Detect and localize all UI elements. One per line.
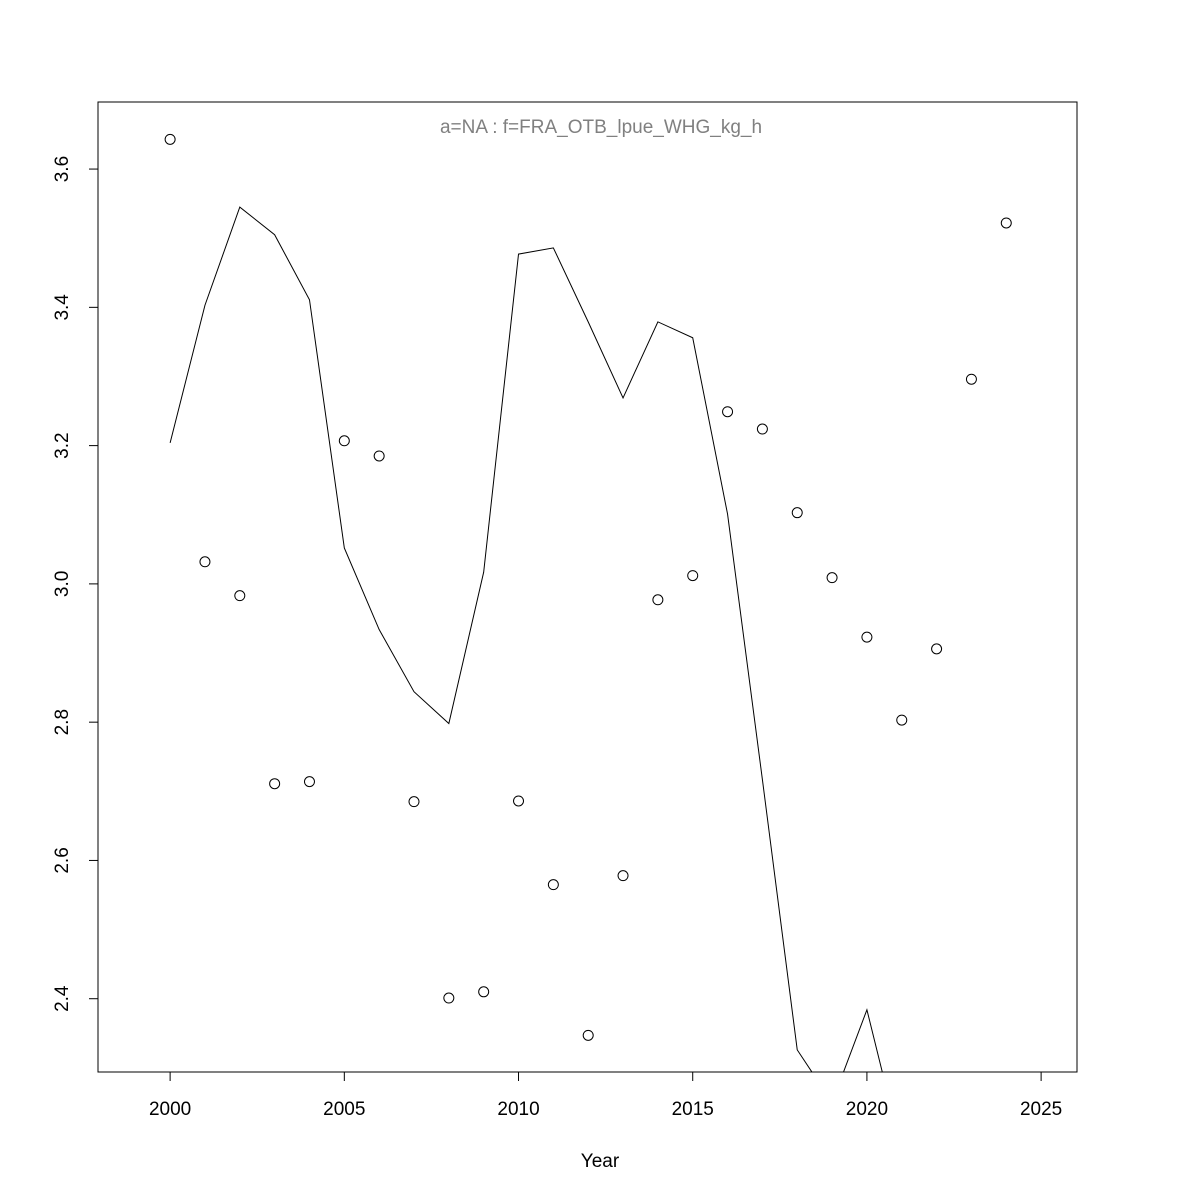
data-point	[478, 986, 490, 998]
y-tick-label: 2.4	[52, 985, 73, 1012]
data-point	[756, 423, 768, 435]
data-point	[652, 594, 664, 606]
data-point	[791, 507, 803, 519]
data-point	[687, 570, 699, 582]
data-point	[199, 556, 211, 568]
y-tick-label: 2.8	[52, 709, 73, 735]
data-point	[373, 450, 385, 462]
plot-area	[164, 133, 1012, 1072]
data-point	[861, 631, 873, 643]
data-point	[164, 133, 176, 145]
data-point	[1000, 217, 1012, 229]
data-point	[338, 435, 350, 447]
data-point	[303, 776, 315, 788]
data-point	[408, 796, 420, 808]
data-point	[443, 992, 455, 1004]
y-tick-label: 3.0	[52, 571, 73, 597]
y-tick-label: 3.6	[52, 156, 73, 182]
data-point	[234, 590, 246, 602]
x-tick-label: 2010	[497, 1099, 539, 1120]
data-point	[617, 870, 629, 882]
x-tick-label: 2020	[846, 1099, 888, 1120]
x-tick-label: 2025	[1020, 1099, 1062, 1120]
data-point	[965, 373, 977, 385]
y-tick-label: 3.4	[52, 294, 73, 321]
chart-title: a=NA : f=FRA_OTB_lpue_WHG_kg_h	[440, 117, 762, 138]
x-axis-label: Year	[581, 1151, 620, 1172]
data-line	[169, 206, 883, 1072]
y-tick-label: 3.2	[52, 432, 73, 458]
y-tick-label: 2.6	[52, 847, 73, 873]
data-point	[896, 714, 908, 726]
data-point	[269, 778, 281, 790]
data-point	[931, 643, 943, 655]
data-point	[547, 879, 559, 891]
x-tick-label: 2000	[149, 1099, 191, 1120]
plot-frame	[97, 101, 1078, 1073]
data-point	[826, 572, 838, 584]
data-point	[722, 406, 734, 418]
x-tick-label: 2005	[323, 1099, 365, 1120]
data-point	[582, 1029, 594, 1041]
data-point	[513, 795, 525, 807]
x-tick-label: 2015	[672, 1099, 714, 1120]
